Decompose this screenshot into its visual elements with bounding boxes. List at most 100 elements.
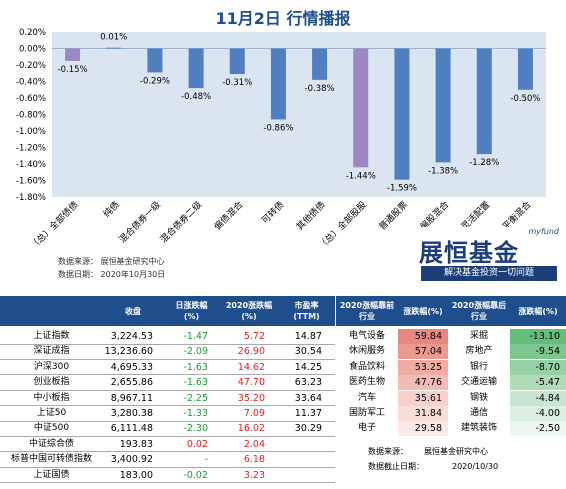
index-ytd-change: 47.70 [237, 377, 265, 389]
bar-value-label: -0.29% [140, 76, 170, 86]
index-day-change: -2.09 [183, 346, 208, 358]
y-tick-label: -1.40% [16, 160, 46, 170]
bar [188, 48, 204, 89]
table-date-value: 2020/10/30 [452, 462, 499, 471]
index-close: 183.00 [119, 469, 153, 481]
bar [65, 48, 81, 61]
x-category-label: 纯债 [101, 199, 122, 220]
chart-title: 11月2日 行情播报 [216, 9, 351, 28]
bar-value-label: -0.15% [58, 65, 88, 75]
index-name: 沪深300 [33, 361, 70, 372]
bottom-industry: 通信 [469, 408, 488, 418]
top-industry: 汽车 [357, 392, 376, 403]
bottom-change-bg [510, 390, 566, 406]
y-tick-label: -0.80% [16, 111, 46, 121]
index-name: 深证成指 [33, 346, 70, 357]
y-tick-label: -0.60% [16, 94, 46, 104]
index-day-change: -1.63 [183, 377, 208, 389]
x-category-label: （总）全部债债 [28, 199, 81, 252]
top-industry-change: 47.76 [414, 377, 442, 389]
table-row: 深证成指 13,236.60 -2.09 26.90 30.54 休闲服务 57.04 房地产… [0, 344, 566, 360]
bar [147, 48, 163, 73]
col-day: 日涨跌幅 (%) [163, 296, 220, 326]
index-ytd-change: 14.62 [237, 361, 265, 373]
table-row: 上证指数 3,224.53 -1.47 5.72 14.87 电气设备 59.84 采掘 -13… [0, 329, 566, 345]
top-industry-change: 35.61 [414, 392, 442, 404]
index-name: 上证国债 [33, 469, 70, 480]
col-ytd: 2020涨跌幅 (%) [220, 296, 278, 326]
index-day-change: -1.47 [183, 331, 208, 342]
bar-value-label: -1.59% [387, 184, 417, 194]
index-close: 8,967.11 [110, 392, 153, 404]
plot-area [52, 32, 546, 197]
index-name: 中证综合债 [28, 438, 74, 449]
bar [353, 48, 369, 168]
row-divider [0, 358, 335, 360]
table-row: 沪深300 4,695.33 -1.63 14.62 14.25 食品饮料 53.25 银行 -… [0, 359, 566, 376]
brand-tag: myfund [528, 227, 559, 236]
col-top-chg: 涨跌幅(%) [398, 296, 448, 326]
index-day-change: -1.63 [183, 361, 208, 373]
index-ytd-change: 5.72 [243, 331, 265, 342]
bottom-industry: 采掘 [469, 331, 488, 341]
index-ytd-change: 16.02 [237, 423, 265, 435]
table-row: 上证国债 183.00 -0.02 3.23 [0, 468, 566, 484]
row-divider [0, 374, 335, 376]
top-industry: 休闲服务 [348, 346, 385, 357]
top-industry: 电气设备 [348, 331, 385, 341]
bottom-industry-change: -8.70 [535, 361, 560, 373]
index-close: 13,236.60 [104, 346, 153, 358]
index-name: 上证50 [36, 408, 67, 418]
index-pe [278, 468, 322, 483]
index-pe [278, 437, 322, 452]
x-category-label: 混合债券二级 [158, 199, 205, 246]
index-ytd-change: 2.04 [243, 438, 265, 450]
bar-value-label: -0.86% [263, 123, 293, 133]
y-tick-label: -0.40% [16, 78, 46, 88]
table-source-value: 展恒基金研究中心 [424, 447, 488, 456]
bar-value-label: -0.48% [181, 92, 211, 102]
y-tick-label: -1.20% [16, 144, 46, 154]
index-close: 193.83 [119, 438, 153, 450]
value-labels: -0.15% 0.01% -0.29% -0.48% -0.31% -0.86% -0.38… [58, 33, 541, 194]
top-industry: 食品饮料 [348, 361, 385, 372]
index-day-change: 0.02 [186, 438, 208, 450]
bar [394, 48, 410, 180]
table-row: 标普中国可转债指数 3,400.92 - 6.18 [0, 452, 566, 468]
table-source-label: 数据来源： [368, 447, 408, 456]
bottom-change-bg [510, 359, 566, 375]
index-close: 2,655.86 [110, 377, 153, 389]
bar-value-label: -1.28% [469, 158, 499, 168]
bottom-change-bg [510, 329, 566, 344]
index-close: 3,400.92 [110, 454, 153, 466]
y-tick-label: -0.20% [16, 61, 46, 71]
top-industry-change: 59.84 [414, 331, 442, 342]
bottom-industry: 交通运输 [460, 377, 497, 388]
index-close: 3,280.38 [110, 408, 153, 419]
bar [270, 48, 286, 120]
table-row: 中证500 6,111.48 -2.30 16.02 30.29 电子 29.58 建筑装饰 -… [0, 421, 566, 437]
top-industry: 电子 [357, 423, 376, 434]
top-industry-change: 57.04 [414, 346, 442, 358]
top-change-bg [398, 375, 448, 391]
top-change-bg [398, 359, 448, 375]
top-change-bg [398, 406, 448, 421]
brand-name: 展恒基金 [419, 239, 519, 267]
chart-date: 数据日期： 2020年10月30日 [58, 270, 166, 279]
index-ytd-change: 35.20 [237, 392, 265, 404]
bar [435, 48, 451, 163]
index-close: 3,224.53 [110, 331, 153, 342]
col-top-ind: 2020涨幅靠前 行业 [336, 296, 398, 326]
bar-chart: 11月2日 行情播报 0.20% 0.00% -0.20% -0.40% -0.60% -… [16, 9, 546, 252]
bottom-industry-change: -5.47 [535, 377, 560, 389]
top-industry: 医药生物 [348, 377, 385, 388]
index-pe: 14.25 [294, 361, 322, 373]
bottom-industry: 钢铁 [469, 392, 488, 403]
index-pe: 14.87 [294, 331, 322, 342]
index-day-change: -1.33 [183, 408, 208, 419]
index-pe: 30.29 [294, 423, 322, 435]
y-tick-label: -1.80% [16, 193, 46, 203]
top-industry-change: 31.84 [414, 408, 442, 419]
x-category-label: 偏债混合 [211, 199, 245, 233]
bottom-industry-change: -4.84 [535, 392, 560, 404]
